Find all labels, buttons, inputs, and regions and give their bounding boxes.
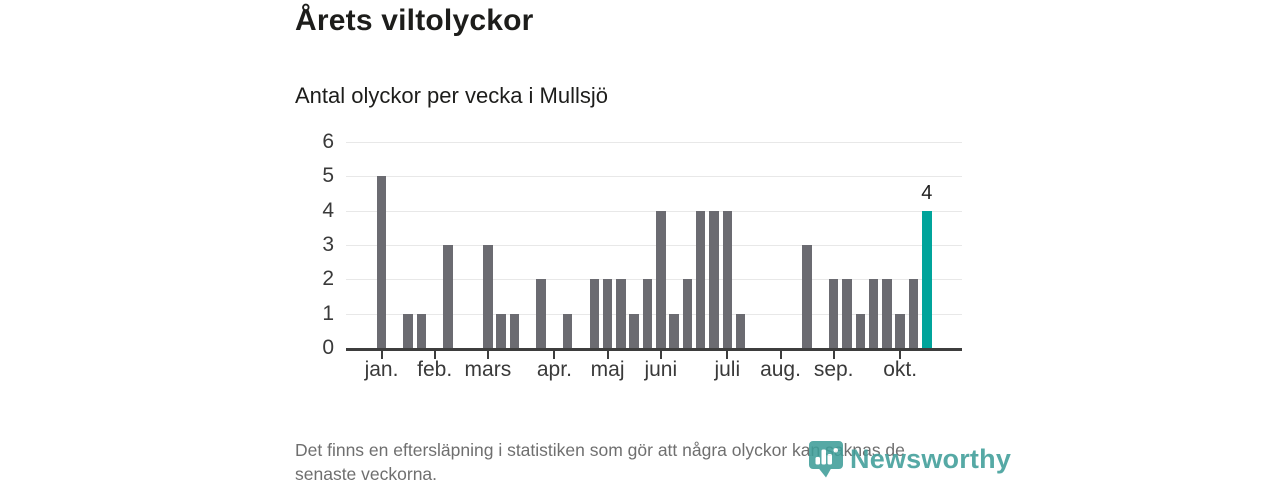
bar-week — [416, 313, 427, 348]
gridline-y2 — [346, 279, 962, 281]
x-axis-tick-apr — [553, 351, 556, 359]
bar-week — [602, 279, 613, 348]
bar-chart: 0 1 2 3 4 5 6 4 jan. feb. mars apr. maj juni juli aug. s… — [322, 130, 962, 381]
x-axis-label-juli: juli — [714, 358, 741, 381]
y-axis-label: 0 — [322, 336, 334, 359]
x-axis-label-aug: aug. — [760, 358, 801, 381]
bar-week — [589, 279, 600, 348]
x-axis-tick-sep — [832, 351, 835, 359]
bar-week — [616, 279, 626, 348]
bar-week — [483, 245, 493, 348]
gridline-y1 — [346, 313, 962, 315]
bar-current-week — [922, 210, 932, 348]
bar-week — [828, 279, 839, 348]
page-title: Årets viltolyckor — [295, 4, 534, 37]
x-axis-label-apr: apr. — [536, 358, 572, 381]
bar-week — [695, 210, 706, 348]
bar-week — [895, 313, 905, 348]
x-axis-label-okt: okt. — [883, 358, 918, 381]
bar-week — [882, 279, 892, 348]
x-axis-label-juni: juni — [644, 358, 678, 381]
bar-week — [802, 245, 812, 348]
bar-week — [735, 313, 746, 348]
x-axis-tick-juni — [659, 351, 662, 359]
x-axis-label-mars: mars — [464, 358, 512, 381]
newsworthy-logo: Newsworthy — [808, 440, 1011, 478]
bar-week — [509, 313, 520, 348]
bar-week — [496, 313, 506, 348]
bar-week — [376, 176, 387, 348]
bar-week — [669, 313, 679, 348]
bar-week — [629, 313, 639, 348]
footnote-line-2: senaste veckorna. — [295, 464, 438, 480]
gridline-y5 — [346, 176, 962, 178]
x-axis-tick-feb — [433, 351, 436, 359]
x-axis-tick-mars — [486, 351, 489, 359]
bar-week — [642, 279, 653, 348]
y-axis-label: 3 — [322, 233, 334, 256]
gridline-y4 — [346, 210, 962, 212]
chart-subtitle: Antal olyckor per vecka i Mullsjö — [295, 83, 609, 108]
gridline-y3 — [346, 245, 962, 246]
bar-week — [908, 279, 919, 348]
x-axis-label-feb: feb. — [417, 358, 453, 381]
bar-week — [536, 279, 546, 348]
bar-week — [722, 210, 733, 348]
bar-week — [709, 210, 719, 348]
x-axis-tick-okt — [899, 351, 902, 359]
bar-week — [562, 313, 573, 348]
y-axis-label: 6 — [322, 130, 334, 153]
x-axis-tick-maj — [606, 351, 609, 359]
x-axis-tick-jan — [380, 351, 383, 359]
current-week-value-label: 4 — [921, 181, 933, 204]
newsworthy-wordmark: Newsworthy — [850, 443, 1012, 474]
bar-week — [403, 313, 413, 348]
chart-footnote: Det finns en eftersläpning i statistiken… — [295, 438, 905, 480]
y-axis-label: 5 — [322, 164, 334, 188]
x-axis-tick-juli — [726, 351, 729, 359]
x-axis-label-jan: jan. — [364, 358, 399, 381]
x-axis-label-sep: sep. — [813, 358, 854, 381]
y-axis-label: 1 — [322, 301, 334, 325]
bar-week — [868, 279, 879, 348]
gridline-y6 — [346, 142, 962, 143]
y-axis-label: 2 — [322, 267, 334, 291]
x-axis-tick-aug — [779, 351, 782, 359]
footnote-line-1: Det finns en eftersläpning i statistiken… — [295, 440, 905, 460]
bar-week — [443, 245, 453, 348]
x-axis-label-maj: maj — [590, 358, 625, 381]
bar-week — [656, 210, 666, 348]
bar-week — [682, 279, 693, 348]
x-axis-line — [346, 348, 962, 351]
newsworthy-pin-icon — [809, 441, 843, 478]
bar-week — [855, 313, 866, 348]
y-axis-label: 4 — [322, 198, 334, 222]
bar-week — [842, 279, 852, 348]
